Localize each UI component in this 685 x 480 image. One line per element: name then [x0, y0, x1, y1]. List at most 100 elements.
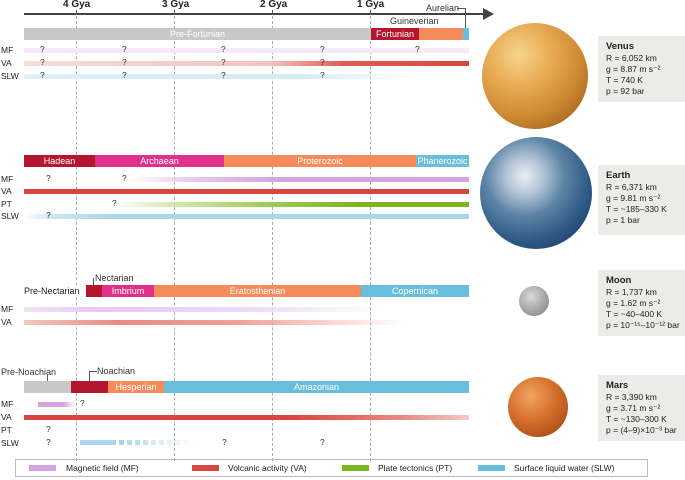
- mars-slw-dash-3: [135, 440, 140, 445]
- mars-slw-q1: ?: [46, 437, 51, 447]
- mars-planet-image: [508, 377, 568, 437]
- moon-info-card: Moon R = 1,737 km g = 1.62 m s⁻² T = ~40…: [598, 270, 685, 336]
- earth-slw-bar: [24, 214, 469, 219]
- venus-slw-bar: [24, 74, 414, 79]
- venus-temperature: T = 740 K: [606, 75, 643, 85]
- venus-eon-guineverian: [419, 28, 463, 40]
- legend-label-pt: Plate tectonics (PT): [378, 463, 453, 473]
- venus-gravity: g = 8.87 m s⁻²: [606, 64, 661, 74]
- legend-swatch-slw: [478, 465, 505, 471]
- earth-pt-bar: [110, 202, 469, 207]
- mars-slw-dash-2: [127, 440, 132, 445]
- mars-eon-pre-noachian: [24, 381, 71, 393]
- mars-eon-noachian: [71, 381, 108, 393]
- moon-nectarian-label: Nectarian: [95, 273, 134, 283]
- mars-row-label-va: VA: [1, 412, 12, 422]
- mars-slw-dash-6: [159, 440, 164, 445]
- mars-row-label-slw: SLW: [1, 438, 19, 448]
- mars-radius: R = 3,390 km: [606, 392, 657, 402]
- venus-planet-image: [482, 23, 588, 129]
- mars-noachian-label: Noachian: [97, 366, 136, 376]
- moon-row-label-mf: MF: [1, 304, 14, 314]
- mars-slw-dash-5: [151, 440, 156, 445]
- gya-tick-3: [174, 10, 175, 15]
- gya-label-4: 4 Gya: [63, 0, 91, 10]
- venus-va-q3: ?: [221, 57, 226, 67]
- earth-mf-bar: [130, 177, 469, 182]
- venus-slw-q2: ?: [122, 70, 127, 80]
- gridline-3gya: [174, 16, 175, 461]
- legend: Magnetic field (MF) Volcanic activity (V…: [15, 459, 648, 477]
- mars-slw-dash-4: [143, 440, 148, 445]
- moon-eon-imbrium: Imbrium: [102, 285, 154, 297]
- earth-info-card: Earth R = 6,371 km g = 9.81 m s⁻² T = ~1…: [598, 165, 685, 235]
- earth-row-label-pt: PT: [1, 199, 12, 209]
- mars-slw-dash-8: [175, 440, 180, 445]
- earth-pt-q1: ?: [112, 198, 117, 208]
- venus-va-q4: ?: [320, 57, 325, 67]
- mars-pressure: p = (4–9)×10⁻³ bar: [606, 425, 677, 435]
- venus-mf-q3: ?: [221, 44, 226, 54]
- venus-va-q2: ?: [122, 57, 127, 67]
- moon-nectarian-leader: [93, 278, 94, 286]
- venus-row-label-mf: MF: [1, 45, 14, 55]
- venus-va-bar: [24, 61, 469, 66]
- venus-info-card: Venus R = 6,052 km g = 8.87 m s⁻² T = 74…: [598, 36, 685, 102]
- venus-pressure: p = 92 bar: [606, 86, 645, 96]
- venus-mf-q4: ?: [320, 44, 325, 54]
- mars-temperature: T = ~130–300 K: [606, 414, 667, 424]
- gridline-2gya: [272, 16, 273, 461]
- venus-radius: R = 6,052 km: [606, 53, 657, 63]
- gridline-4gya: [76, 16, 77, 461]
- moon-gravity: g = 1.62 m s⁻²: [606, 298, 661, 308]
- moon-eon-copernican: Copernican: [361, 285, 469, 297]
- moon-va-bar: [24, 320, 404, 325]
- gya-label-1: 1 Gya: [357, 0, 385, 10]
- venus-aurelian-leader: [457, 8, 466, 28]
- earth-planet-image: [480, 137, 592, 249]
- venus-mf-q1: ?: [40, 44, 45, 54]
- moon-eon-pre-nectarian: Pre-Nectarian: [24, 285, 86, 297]
- mars-pre-noachian-leader: [47, 375, 48, 381]
- mars-slw-q3: ?: [320, 437, 325, 447]
- earth-row-label-slw: SLW: [1, 211, 19, 221]
- gya-label-2: 2 Gya: [260, 0, 288, 10]
- moon-planet-image: [519, 286, 549, 316]
- legend-swatch-va: [192, 465, 219, 471]
- earth-mf-q2: ?: [122, 173, 127, 183]
- venus-aurelian-label: Aurelian: [426, 3, 460, 13]
- gya-label-3: 3 Gya: [162, 0, 190, 10]
- mars-noachian-leader: [89, 371, 97, 382]
- mars-row-label-mf: MF: [1, 399, 14, 409]
- venus-row-label-slw: SLW: [1, 71, 19, 81]
- venus-slw-q1: ?: [40, 70, 45, 80]
- mars-slw-dash-9: [183, 440, 188, 445]
- mars-mf-q1: ?: [80, 398, 85, 408]
- moon-eon-nectarian: [86, 285, 102, 297]
- venus-slw-q3: ?: [221, 70, 226, 80]
- moon-row-label-va: VA: [1, 317, 12, 327]
- moon-eon-eratosthenian: Eratosthenian: [154, 285, 361, 297]
- venus-slw-q4: ?: [320, 70, 325, 80]
- earth-eon-proterozoic: Proterozoic: [224, 155, 416, 167]
- earth-temperature: T = ~185–330 K: [606, 204, 667, 214]
- moon-name: Moon: [606, 275, 632, 286]
- moon-radius: R = 1,737 km: [606, 287, 657, 297]
- mars-name: Mars: [606, 380, 629, 391]
- venus-mf-q5: ?: [415, 44, 420, 54]
- mars-slw-bar: [80, 440, 116, 445]
- earth-row-label-mf: MF: [1, 174, 14, 184]
- venus-name: Venus: [606, 41, 634, 52]
- mars-slw-dash-7: [167, 440, 172, 445]
- venus-va-q1: ?: [40, 57, 45, 67]
- earth-pressure: p = 1 bar: [606, 215, 640, 225]
- earth-row-label-va: VA: [1, 186, 12, 196]
- mars-pt-q1: ?: [46, 424, 51, 434]
- earth-name: Earth: [606, 170, 631, 181]
- mars-eon-amazonian: Amazonian: [164, 381, 469, 393]
- mars-info-card: Mars R = 3,390 km g = 3.71 m s⁻² T = ~13…: [598, 375, 685, 441]
- venus-row-label-va: VA: [1, 58, 12, 68]
- legend-swatch-mf: [29, 465, 56, 471]
- moon-mf-bar: [24, 307, 384, 312]
- earth-radius: R = 6,371 km: [606, 182, 657, 192]
